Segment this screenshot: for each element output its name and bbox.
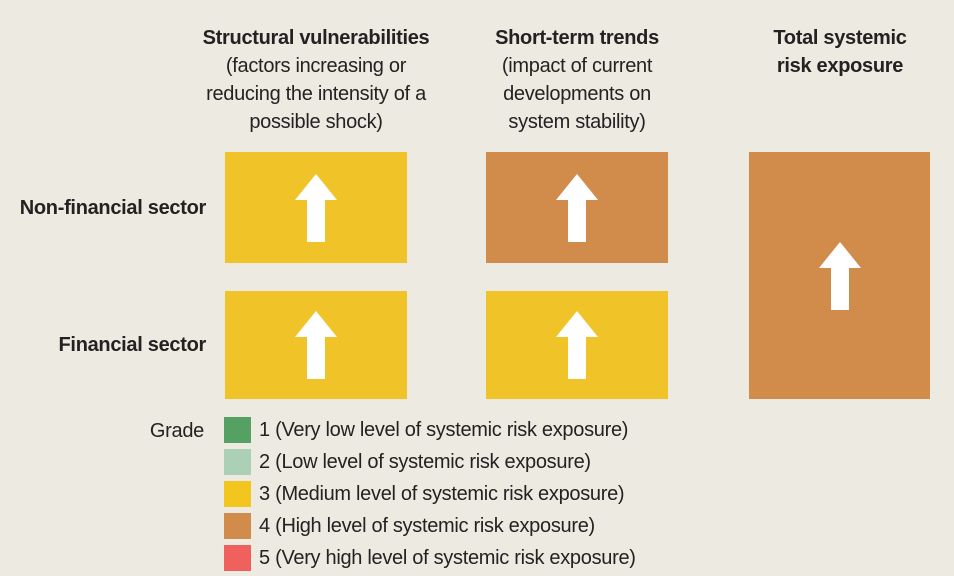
column-subtitle-line: (impact of current [501,55,653,77]
legend-swatch-grade-3 [224,481,251,507]
risk-cell-financial-structural [225,291,407,399]
legend-item-label: 2 (Low level of systemic risk exposure) [259,450,591,473]
legend-swatch-grade-1 [224,417,251,443]
risk-cell-nonfinancial-structural [225,152,407,263]
risk-cell-financial-shortterm [486,291,668,399]
column-subtitle-line: system stability) [508,111,646,133]
column-title: Short-term trends [495,27,659,49]
up-arrow-icon [295,311,337,379]
column-subtitle-line: developments on [503,83,651,105]
column-header-structural-vulnerabilities: Structural vulnerabilities (factors incr… [176,24,456,136]
up-arrow-icon [295,173,337,242]
up-arrow-icon [556,173,598,242]
legend-item-label: 3 (Medium level of systemic risk exposur… [259,482,625,505]
row-label-non-financial-sector: Non-financial sector [19,197,207,219]
column-title-line: risk exposure [776,55,904,77]
legend-swatch-grade-2 [224,449,251,475]
column-subtitle-line: possible shock) [249,111,383,133]
legend-item-grade-1: 1 (Very low level of systemic risk expos… [224,417,636,443]
row-label-financial-sector: Financial sector [58,334,207,356]
risk-cell-total [749,152,930,399]
legend-swatch-grade-5 [224,545,251,571]
legend-item-label: 1 (Very low level of systemic risk expos… [259,418,629,441]
risk-cell-nonfinancial-shortterm [486,152,668,263]
up-arrow-icon [556,311,598,379]
legend-title: Grade [149,420,204,442]
column-subtitle-line: reducing the intensity of a [206,83,426,105]
legend-item-grade-2: 2 (Low level of systemic risk exposure) [224,449,636,475]
column-title: Structural vulnerabilities [202,27,430,49]
legend-item-label: 5 (Very high level of systemic risk expo… [259,546,636,569]
legend-swatch-grade-4 [224,513,251,539]
legend-item-grade-4: 4 (High level of systemic risk exposure) [224,513,636,539]
legend-item-grade-5: 5 (Very high level of systemic risk expo… [224,545,636,571]
legend-item-label: 4 (High level of systemic risk exposure) [259,514,595,537]
column-header-total-systemic-risk: Total systemic risk exposure [700,24,954,80]
up-arrow-icon [818,241,861,310]
column-subtitle-line: (factors increasing or [225,55,407,77]
legend-item-grade-3: 3 (Medium level of systemic risk exposur… [224,481,636,507]
column-header-short-term-trends: Short-term trends (impact of current dev… [437,24,717,136]
column-title-line: Total systemic [773,27,907,49]
legend: 1 (Very low level of systemic risk expos… [224,417,636,576]
